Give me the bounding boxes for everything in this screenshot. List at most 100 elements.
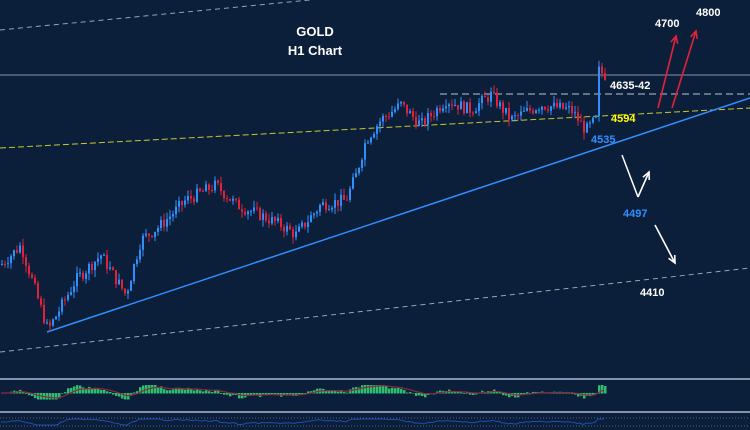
candle-body bbox=[469, 102, 471, 113]
histogram-bar bbox=[28, 393, 31, 396]
histogram-bar bbox=[502, 393, 505, 396]
candle-body bbox=[604, 73, 606, 80]
candle-body bbox=[199, 188, 201, 191]
candle-body bbox=[334, 200, 336, 208]
histogram-bar bbox=[373, 385, 376, 394]
histogram-bar bbox=[307, 391, 310, 394]
candle-body bbox=[61, 299, 63, 312]
candle-body bbox=[106, 254, 108, 269]
candle-body bbox=[418, 120, 420, 126]
candle-body bbox=[289, 225, 291, 230]
candle-body bbox=[127, 290, 129, 294]
candle-body bbox=[133, 264, 135, 282]
candle-body bbox=[475, 111, 477, 114]
histogram-bar bbox=[37, 393, 40, 400]
histogram-bar bbox=[457, 391, 460, 394]
candle-body bbox=[343, 194, 345, 200]
candle-body bbox=[166, 219, 168, 227]
level-label-4700: 4700 bbox=[655, 18, 680, 30]
candle-body bbox=[352, 177, 354, 189]
candle-body bbox=[460, 101, 462, 110]
histogram-bar bbox=[277, 393, 280, 396]
histogram-bar bbox=[49, 393, 52, 400]
candle-body bbox=[19, 245, 21, 253]
candle-body bbox=[400, 101, 402, 104]
histogram-bar bbox=[85, 388, 88, 394]
candle-body bbox=[13, 250, 15, 257]
histogram-bar bbox=[499, 391, 502, 394]
candle-body bbox=[304, 222, 306, 228]
histogram-bar bbox=[388, 388, 391, 394]
candle-body bbox=[271, 216, 273, 224]
candle-body bbox=[28, 265, 30, 275]
candle-body bbox=[361, 159, 363, 168]
chart-timeframe: H1 Chart bbox=[287, 43, 343, 58]
candle-body bbox=[325, 202, 327, 210]
histogram-bar bbox=[301, 393, 304, 395]
histogram-bar bbox=[376, 385, 379, 394]
candle-body bbox=[184, 200, 186, 205]
histogram-bar bbox=[592, 393, 595, 396]
level-label-4410: 4410 bbox=[640, 287, 665, 299]
candle-body bbox=[274, 216, 276, 221]
histogram-bar bbox=[139, 387, 142, 394]
candle-body bbox=[364, 143, 366, 160]
histogram-bar bbox=[82, 387, 85, 394]
candle-body bbox=[208, 184, 210, 191]
candle-body bbox=[118, 279, 120, 285]
histogram-bar bbox=[178, 387, 181, 394]
candle-body bbox=[322, 202, 324, 205]
histogram-bar bbox=[157, 386, 160, 394]
channel-mid-line bbox=[0, 107, 750, 149]
candle-body bbox=[454, 104, 456, 106]
histogram-bar bbox=[160, 386, 163, 394]
candle-body bbox=[73, 286, 75, 293]
candle-body bbox=[181, 201, 183, 205]
histogram-bar bbox=[142, 385, 145, 394]
candle-body bbox=[178, 201, 180, 207]
candle-body bbox=[379, 121, 381, 127]
candle-body bbox=[544, 106, 546, 110]
candle-body bbox=[580, 120, 582, 122]
histogram-bar bbox=[520, 393, 523, 395]
histogram-bar bbox=[583, 393, 586, 399]
candle-body bbox=[22, 245, 24, 258]
histogram-bar bbox=[217, 389, 220, 394]
candle-body bbox=[148, 233, 150, 236]
candle-body bbox=[586, 123, 588, 133]
histogram-bar bbox=[298, 393, 301, 395]
arrow-down-4410 bbox=[654, 224, 676, 264]
arrow-down-4497 bbox=[621, 154, 639, 198]
candle-body bbox=[265, 213, 267, 221]
histogram-bar bbox=[223, 393, 226, 395]
histogram-bar bbox=[100, 390, 103, 394]
candle-body bbox=[310, 215, 312, 223]
histogram-bar bbox=[571, 393, 574, 394]
level-label-4497: 4497 bbox=[623, 208, 648, 220]
candle-body bbox=[523, 110, 525, 112]
histogram-bar bbox=[88, 386, 91, 394]
candle-body bbox=[160, 219, 162, 228]
candle-body bbox=[439, 107, 441, 112]
histogram-bar bbox=[496, 391, 499, 394]
candle-body bbox=[565, 107, 567, 109]
histogram-bar bbox=[226, 393, 229, 395]
candle-body bbox=[7, 263, 9, 265]
candle-body bbox=[217, 180, 219, 184]
histogram-bar bbox=[190, 389, 193, 394]
candle-body bbox=[283, 227, 285, 232]
arrow-up-4800-head bbox=[689, 29, 698, 40]
histogram-bar bbox=[421, 393, 424, 397]
candle-body bbox=[313, 213, 315, 216]
channel-upper-line bbox=[0, 0, 311, 31]
candle-body bbox=[145, 233, 147, 236]
candle-body bbox=[385, 116, 387, 118]
candle-body bbox=[436, 107, 438, 117]
candle-body bbox=[481, 96, 483, 104]
candle-body bbox=[100, 255, 102, 259]
histogram-bar bbox=[163, 389, 166, 394]
histogram-bar bbox=[505, 393, 508, 396]
histogram-bar bbox=[508, 393, 511, 398]
level-label-4594: 4594 bbox=[611, 113, 636, 125]
histogram-bar bbox=[118, 393, 121, 397]
